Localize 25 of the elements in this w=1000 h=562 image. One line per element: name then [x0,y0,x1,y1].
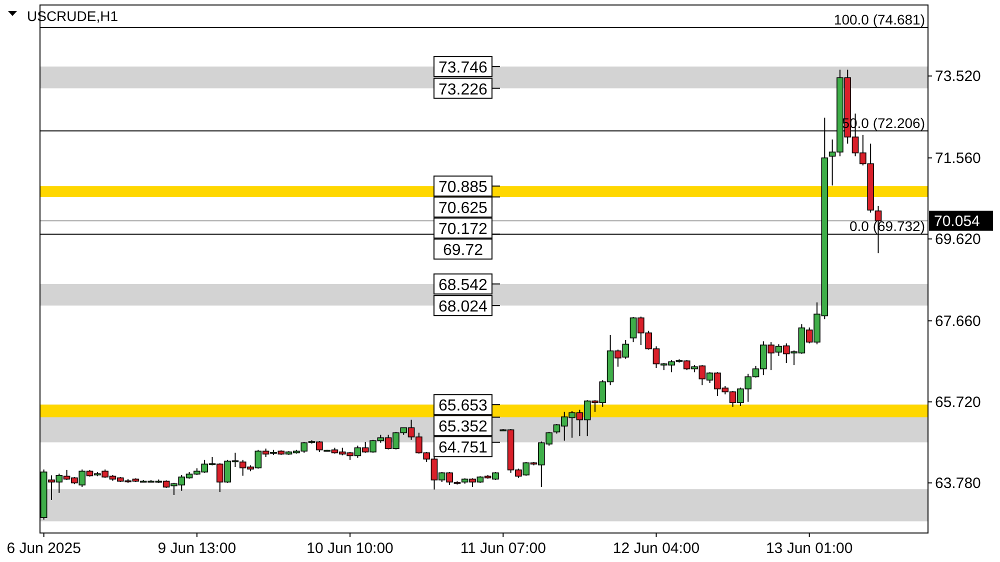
annotation: 70.885 [438,179,488,196]
y-tick-label: 73.520 [935,68,981,86]
annotation: 70.625 [438,200,488,218]
annotation: 65.653 [438,398,488,415]
x-tick-label: 13 Jun 01:00 [766,540,853,557]
x-tick-label: 6 Jun 2025 [6,540,81,557]
annotation: 73.746 [438,60,488,77]
x-tick-label: 12 Jun 04:00 [612,540,700,557]
x-tick-label: 11 Jun 07:00 [460,540,546,557]
ref-line-label: 100.0 (74.681) [834,12,925,28]
y-tick-label: 63.780 [935,474,981,492]
y-tick-label: 71.560 [935,150,981,167]
annotation: 64.751 [438,440,488,457]
y-tick-label: 69.620 [935,230,981,248]
annotation: 68.542 [438,276,488,294]
x-tick-label: 10 Jun 10:00 [306,540,394,557]
y-tick-label: 67.660 [935,312,981,330]
annotation: 69.72 [442,242,484,260]
x-tick-label: 9 Jun 13:00 [158,540,236,557]
annotation: 70.172 [438,221,488,238]
y-tick-label: 65.720 [935,394,981,411]
annotation: 73.226 [438,81,488,98]
annotation: 65.352 [438,418,488,436]
ref-line-label: 70.054 [934,212,980,230]
annotation: 68.024 [438,298,488,316]
